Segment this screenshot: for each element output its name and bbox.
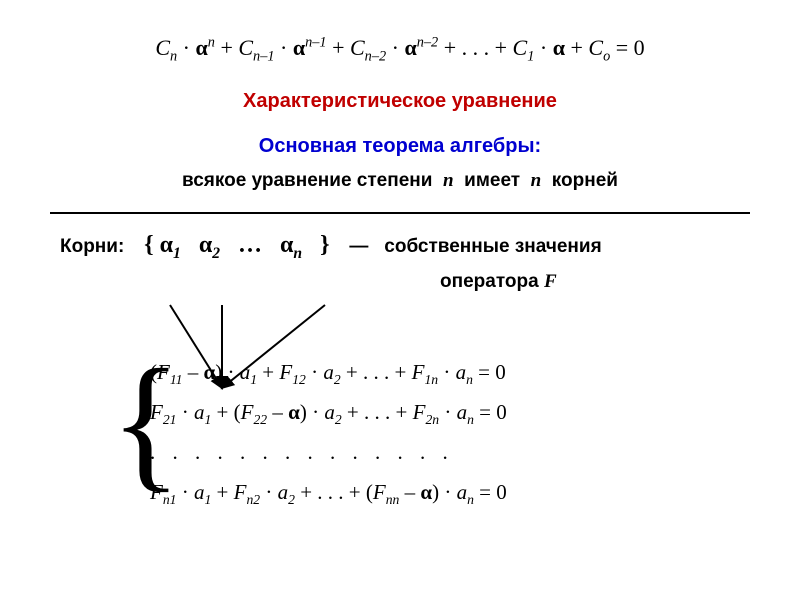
theorem-var-n1: n	[443, 170, 454, 191]
theorem-post: корней	[552, 170, 618, 191]
roots-line: Корни: { α1 α2 … αn } — собственные знач…	[50, 232, 750, 263]
roots-label2-line1: собственные значения	[384, 236, 601, 257]
theorem-mid: имеет	[464, 170, 520, 191]
operator-F: F	[544, 271, 557, 292]
roots-label: Корни:	[60, 236, 124, 257]
divider	[50, 212, 750, 214]
roots-set: { α1 α2 … αn }	[140, 232, 333, 263]
system-brace: {	[110, 347, 182, 497]
roots-label2-line2: оператора F	[50, 271, 750, 293]
roots-label2-pre: оператора	[440, 271, 539, 292]
page: Cn · αn + Cn–1 · αn–1 + Cn–2 · αn–2 + . …	[0, 0, 800, 600]
equation-system: { (F11 – α) · a1 + F12 · a2 + . . . + F1…	[50, 353, 750, 513]
heading-characteristic: Характеристическое уравнение	[50, 90, 750, 113]
heading-theorem: Основная теорема алгебры:	[50, 135, 750, 158]
system-line: F21 · a1 + (F22 – α) · a2 + . . . + F2n …	[150, 393, 750, 433]
system-line: . . . . . . . . . . . . . .	[150, 433, 750, 473]
theorem-pre: всякое уравнение степени	[182, 170, 432, 191]
roots-dash: —	[349, 236, 368, 257]
theorem-var-n2: n	[531, 170, 542, 191]
theorem-statement: всякое уравнение степени n имеет n корне…	[50, 170, 750, 192]
system-line: (F11 – α) · a1 + F12 · a2 + . . . + F1n …	[150, 353, 750, 393]
characteristic-equation: Cn · αn + Cn–1 · αn–1 + Cn–2 · αn–2 + . …	[50, 30, 750, 68]
system-line: Fn1 · a1 + Fn2 · a2 + . . . + (Fnn – α) …	[150, 473, 750, 513]
